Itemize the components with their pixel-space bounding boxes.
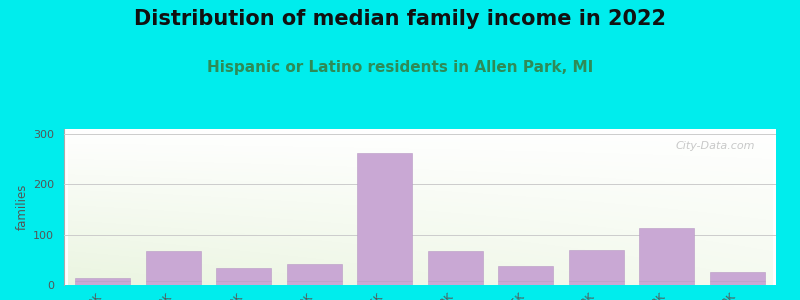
Bar (75, 278, 130, 281)
Bar (639, 281, 694, 285)
Bar (286, 281, 342, 285)
Bar (710, 272, 765, 281)
Bar (286, 264, 342, 281)
Bar (358, 153, 412, 281)
Bar (428, 281, 482, 285)
Bar (569, 281, 624, 285)
Bar (428, 251, 482, 281)
Bar (75, 281, 130, 285)
Y-axis label: families: families (16, 184, 29, 230)
Bar (498, 266, 554, 281)
Bar (358, 281, 412, 285)
Bar (569, 250, 624, 281)
Bar (146, 251, 201, 281)
Bar (639, 228, 694, 281)
Text: Distribution of median family income in 2022: Distribution of median family income in … (134, 9, 666, 29)
Bar (498, 281, 554, 285)
Text: Hispanic or Latino residents in Allen Park, MI: Hispanic or Latino residents in Allen Pa… (207, 60, 593, 75)
Bar (710, 281, 765, 285)
Bar (216, 268, 271, 281)
Bar (146, 281, 201, 285)
Bar (216, 281, 271, 285)
Text: City-Data.com: City-Data.com (675, 142, 754, 152)
